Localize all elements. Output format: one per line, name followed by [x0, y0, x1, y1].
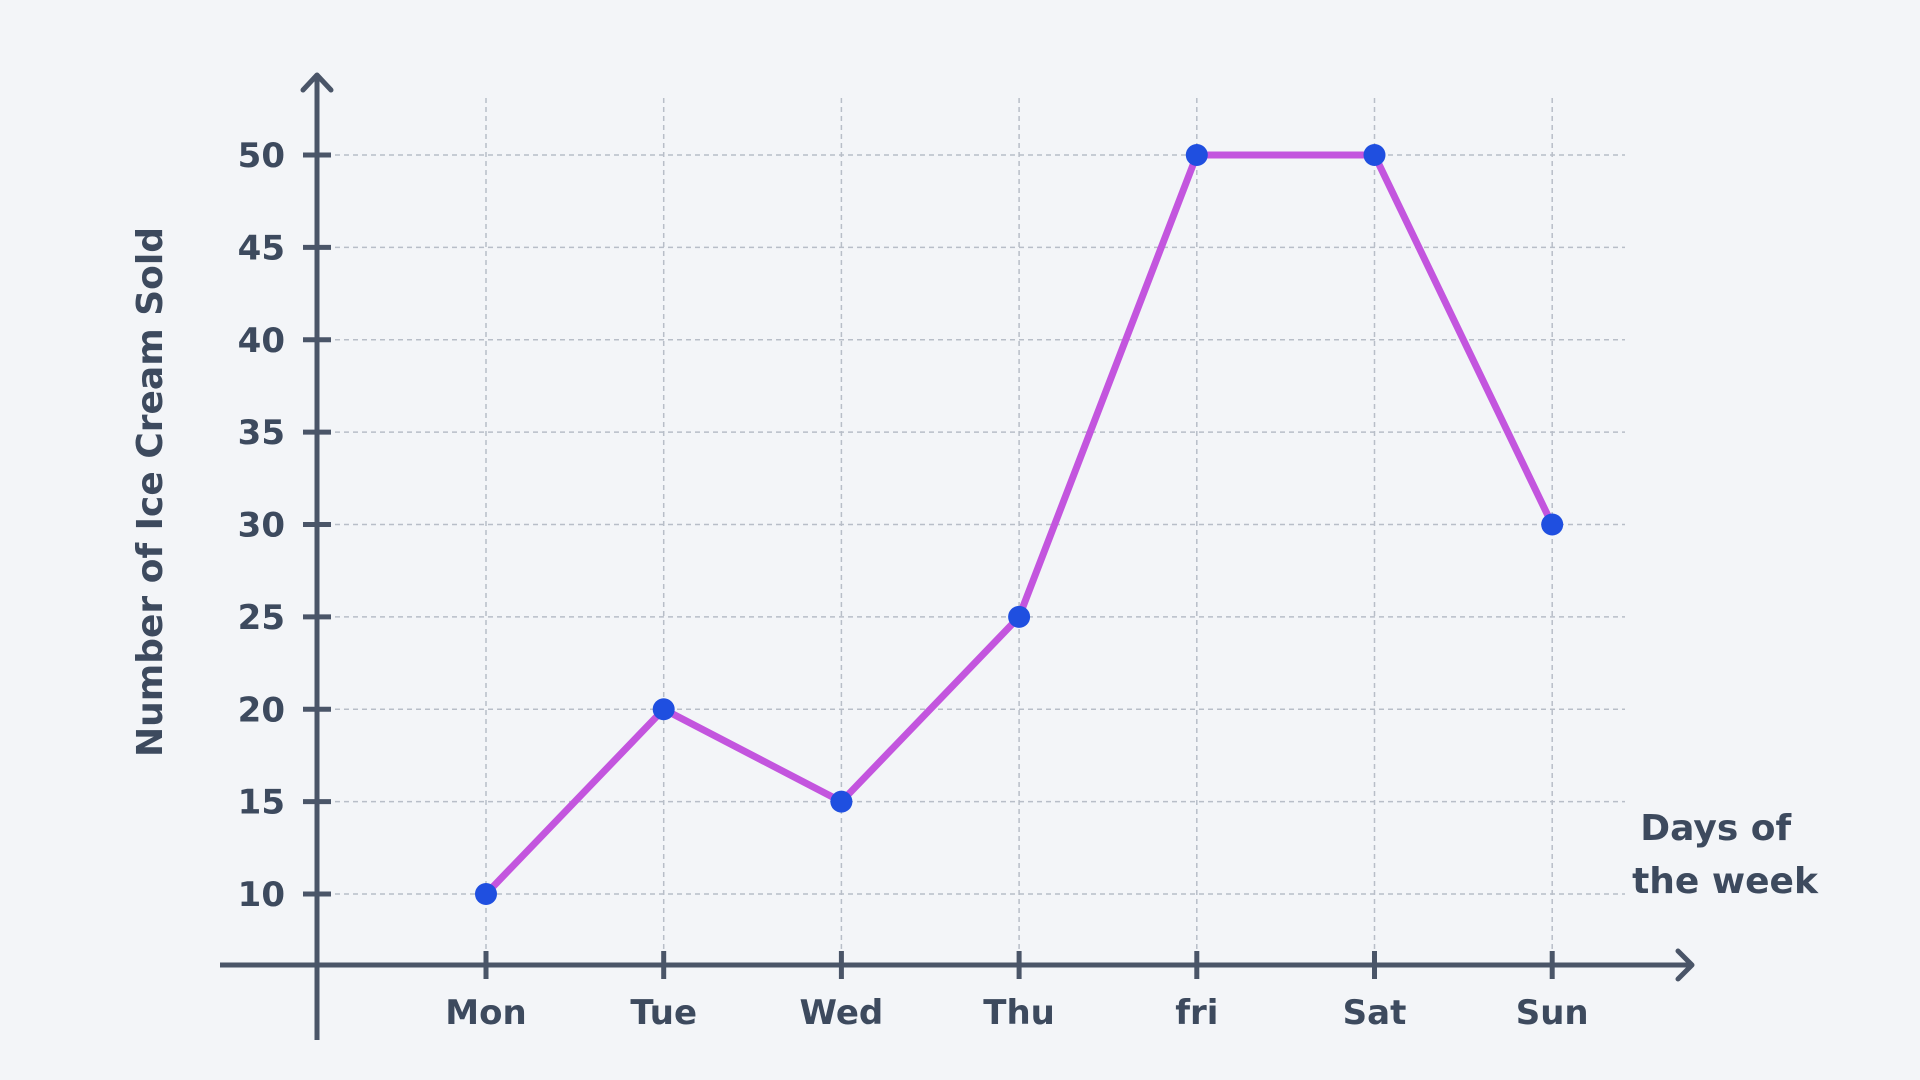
- y-axis-arrow: [300, 72, 334, 93]
- x-tick-label-wed: Wed: [800, 993, 884, 1033]
- axes: [220, 72, 1695, 1040]
- x-tick-label-sat: Sat: [1343, 993, 1407, 1033]
- data-point-sun: [1541, 513, 1564, 536]
- data-point-thu: [1008, 605, 1031, 628]
- y-tick-label-50: 50: [238, 136, 285, 176]
- data-point-wed: [830, 790, 853, 813]
- grid-lines: [317, 98, 1625, 965]
- y-tick-label-25: 25: [238, 598, 285, 638]
- x-tick-label-sun: Sun: [1516, 993, 1589, 1033]
- x-axis-title: Days of the week: [1632, 808, 1819, 902]
- data-point-tue: [652, 698, 675, 721]
- y-tick-label-35: 35: [238, 413, 285, 453]
- x-axis-arrow: [1675, 948, 1695, 982]
- x-tick-label-tue: Tue: [630, 993, 697, 1033]
- data-point-fri: [1185, 144, 1208, 166]
- x-axis-title-line-2: the week: [1632, 861, 1819, 902]
- y-tick-label-10: 10: [238, 875, 285, 915]
- data-point-sat: [1363, 144, 1386, 166]
- x-tick-label-fri: fri: [1175, 993, 1218, 1033]
- series: [475, 144, 1564, 905]
- y-tick-label-40: 40: [238, 321, 285, 361]
- x-axis-title-line-1: Days of: [1640, 808, 1791, 849]
- x-tick-label-thu: Thu: [983, 993, 1055, 1033]
- y-tick-label-15: 15: [238, 783, 285, 823]
- x-tick-label-mon: Mon: [445, 993, 526, 1033]
- tick-labels: 10 15 20 25 30 35 40 45 50 Mon Tue Wed Thu fri Sat Sun: [238, 136, 1589, 1033]
- y-axis-title: Number of Ice Cream Sold: [130, 227, 171, 757]
- tick-marks: [303, 152, 1555, 979]
- data-point-mon: [475, 883, 497, 905]
- y-tick-label-45: 45: [238, 228, 285, 268]
- y-tick-label-20: 20: [238, 690, 285, 730]
- y-tick-label-30: 30: [238, 506, 285, 546]
